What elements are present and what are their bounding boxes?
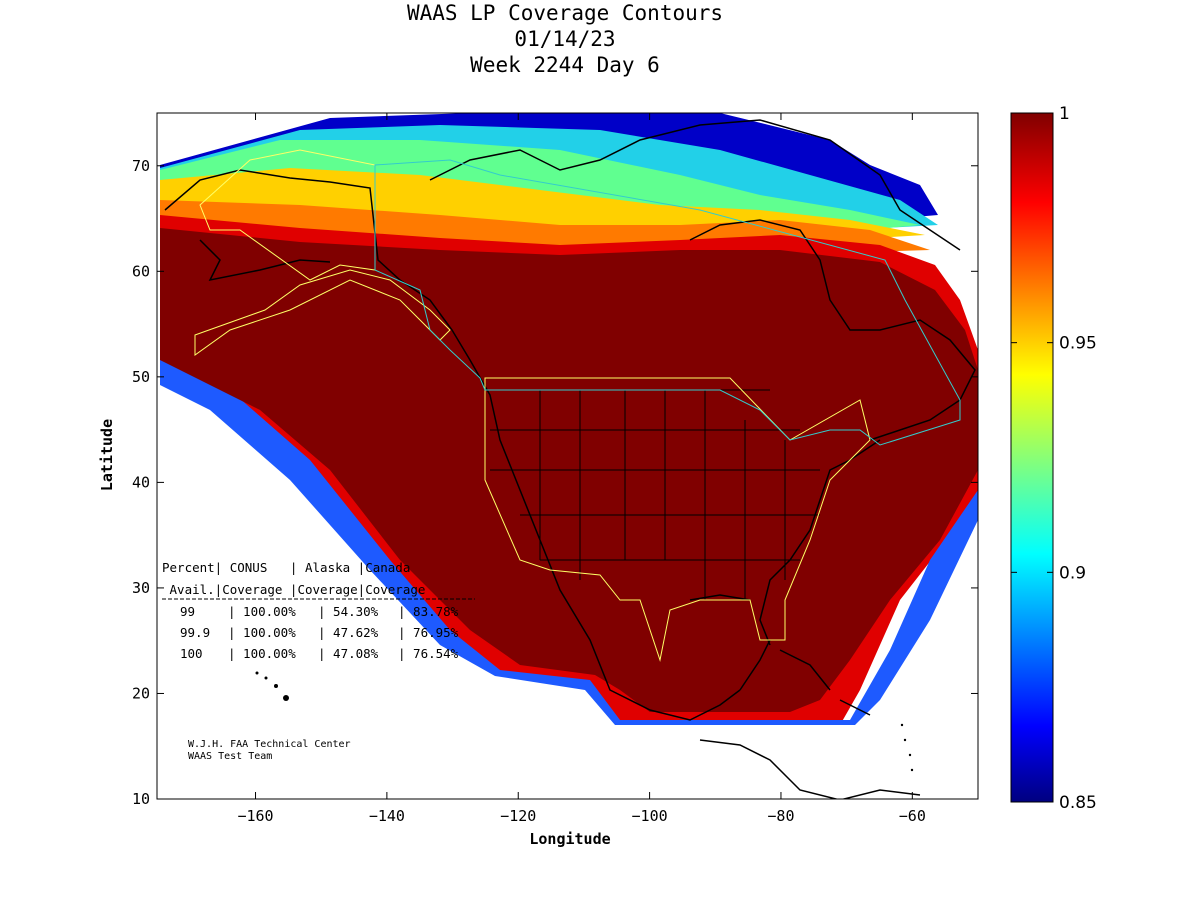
plot-area bbox=[160, 113, 978, 799]
table-header-1: Percent| CONUS | Alaska |Canada bbox=[162, 560, 410, 575]
table-cell: | 83.78% bbox=[398, 604, 459, 619]
table-header-2: Avail.|Coverage |Coverage|Coverage bbox=[162, 582, 425, 597]
y-tick-label: 60 bbox=[132, 262, 150, 280]
title-line-3: Week 2244 Day 6 bbox=[470, 53, 660, 77]
table-cell: 99.9 bbox=[180, 625, 210, 640]
x-tick-label: −120 bbox=[500, 807, 536, 825]
table-cell: | 54.30% bbox=[318, 604, 379, 619]
table-cell: | 76.95% bbox=[398, 625, 459, 640]
coverage-table: Percent| CONUS | Alaska |Canada Avail.|C… bbox=[162, 560, 475, 661]
y-tick-label: 30 bbox=[132, 579, 150, 597]
colorbar-tick-label: 0.9 bbox=[1059, 563, 1086, 583]
table-cell: | 100.00% bbox=[228, 604, 296, 619]
plot-frame bbox=[156, 112, 979, 800]
table-cell: | 100.00% bbox=[228, 646, 296, 661]
colorbar-tick-label: 0.85 bbox=[1059, 793, 1097, 813]
y-axis-label: Latitude bbox=[98, 419, 116, 491]
title-line-2: 01/14/23 bbox=[514, 27, 616, 51]
x-axis: −160 −140 −120 −100 −80 −60 bbox=[237, 113, 926, 825]
title-line-1: WAAS LP Coverage Contours bbox=[406, 1, 724, 25]
table-cell: | 76.54% bbox=[398, 646, 459, 661]
y-tick-label: 50 bbox=[132, 368, 150, 386]
x-axis-label: Longitude bbox=[529, 830, 610, 848]
table-rows: 99 | 100.00% | 54.30% | 83.78% 99.9 | 100.00%… bbox=[180, 604, 459, 661]
y-tick-label: 70 bbox=[132, 157, 150, 175]
x-tick-label: −100 bbox=[632, 807, 668, 825]
x-tick-label: −80 bbox=[767, 807, 794, 825]
x-tick-label: −160 bbox=[237, 807, 273, 825]
credit-line-1: W.J.H. FAA Technical Center bbox=[188, 739, 351, 750]
x-tick-label: −140 bbox=[369, 807, 405, 825]
service-boundaries bbox=[194, 149, 961, 662]
table-cell: 100 bbox=[180, 646, 203, 661]
colorbar bbox=[1010, 112, 1054, 803]
y-tick-label: 20 bbox=[132, 684, 150, 702]
credit-line-2: WAAS Test Team bbox=[188, 751, 272, 762]
table-cell: | 47.62% bbox=[318, 625, 379, 640]
coastlines bbox=[164, 119, 976, 799]
colorbar-tick-label: 1 bbox=[1059, 104, 1070, 124]
y-tick-label: 40 bbox=[132, 473, 150, 491]
x-tick-label: −60 bbox=[899, 807, 926, 825]
y-tick-label: 10 bbox=[132, 790, 150, 808]
islands bbox=[255, 671, 914, 772]
table-cell: | 100.00% bbox=[228, 625, 296, 640]
colorbar-ticks: 0.85 0.9 0.95 1 bbox=[1011, 104, 1097, 813]
colorbar-tick-label: 0.95 bbox=[1059, 334, 1097, 354]
table-cell: 99 bbox=[180, 604, 195, 619]
y-axis: 10 20 30 40 50 60 70 bbox=[132, 157, 978, 808]
table-cell: | 47.08% bbox=[318, 646, 379, 661]
